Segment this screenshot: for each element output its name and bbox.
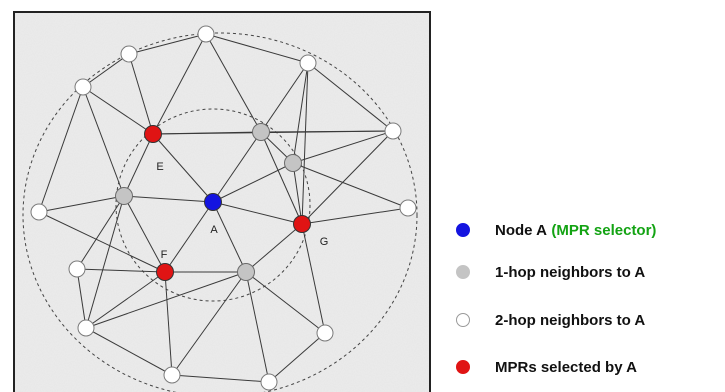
white-dot-icon (456, 313, 470, 327)
edge-t1-t2 (128, 33, 207, 55)
node-label-e: E (156, 161, 163, 173)
edge-e-h1 (123, 133, 154, 197)
edge-h1-t9 (85, 195, 125, 329)
node-t5 (384, 122, 402, 140)
edge-f-h1 (123, 195, 166, 273)
edge-g-t12 (301, 223, 326, 334)
edge-h4-t9 (85, 271, 247, 329)
edge-a-h1 (123, 195, 214, 203)
node-h1 (115, 187, 133, 205)
edge-t9-t10 (85, 327, 173, 376)
legend-item-one-hop: 1-hop neighbors to A (456, 260, 645, 284)
edge-t4-t5 (307, 62, 394, 132)
node-h3 (284, 154, 302, 172)
node-t11 (260, 373, 278, 391)
node-t2 (120, 45, 138, 63)
panel-texture (15, 13, 429, 392)
edge-e-t1 (152, 33, 207, 135)
edge-g-h3 (292, 162, 303, 225)
node-label-g: G (320, 236, 329, 248)
legend-item-node-a: Node A (MPR selector) (456, 218, 656, 242)
edge-a-h4 (212, 201, 247, 273)
blue-dot-icon (456, 223, 470, 237)
legend-item-two-hop: 2-hop neighbors to A (456, 308, 645, 332)
nodes-layer (30, 25, 417, 391)
labels-layer: E A F G (156, 161, 328, 261)
edge-a-g (212, 201, 303, 225)
edge-g-t4 (301, 62, 309, 225)
edge-h3-t5 (292, 130, 394, 164)
edge-g-h2 (260, 131, 303, 225)
edge-g-t6 (301, 207, 409, 225)
edge-a-h3 (212, 162, 294, 203)
edge-f-t9 (85, 271, 166, 329)
edge-h1-t3 (82, 86, 125, 197)
red-dot-icon (456, 360, 470, 374)
edge-t1-t4 (205, 33, 309, 64)
node-t12 (316, 324, 334, 342)
edge-f-t7 (38, 211, 166, 273)
node-t8 (68, 260, 86, 278)
one-hop-boundary (115, 108, 311, 302)
edge-h3-t4 (292, 62, 309, 164)
node-label-a: A (210, 224, 218, 236)
edge-e-t2 (128, 53, 154, 135)
edge-a-f (164, 201, 214, 273)
network-diagram: E A F G (13, 11, 431, 392)
edge-t11-t12 (268, 332, 326, 383)
edge-g-h4 (245, 223, 303, 273)
node-t7 (30, 203, 48, 221)
edge-a-h2 (212, 131, 262, 203)
node-a (204, 193, 222, 211)
edge-h2-t5 (260, 130, 394, 133)
node-t4 (299, 54, 317, 72)
edge-t10-h4 (171, 271, 247, 376)
legend-label: 1-hop neighbors to A (495, 263, 646, 281)
node-h4 (237, 263, 255, 281)
edge-h1-t7 (38, 195, 125, 213)
edge-a-e (152, 133, 214, 203)
edge-t2-t3 (82, 53, 130, 88)
legend-label: MPRs selected by A (495, 358, 637, 376)
node-t6 (399, 199, 417, 217)
two-hop-boundary (22, 32, 418, 392)
edge-h4-t11 (245, 271, 270, 383)
node-e (144, 125, 162, 143)
node-t9 (77, 319, 95, 337)
node-t1 (197, 25, 215, 43)
legend-label: Node A (495, 221, 547, 239)
edge-f-t10 (164, 271, 173, 376)
node-t3 (74, 78, 92, 96)
node-label-f: F (161, 249, 168, 261)
edge-h2-t4 (260, 62, 309, 133)
legend-label-suffix: (MPR selector) (551, 221, 657, 239)
node-g (293, 215, 311, 233)
edge-t10-t11 (171, 374, 270, 383)
node-f (156, 263, 174, 281)
edge-h2-t1 (205, 33, 262, 133)
legend-label: 2-hop neighbors to A (495, 311, 646, 329)
edge-g-t5 (301, 130, 394, 225)
edge-t8-t9 (76, 268, 87, 329)
edge-e-t3 (82, 86, 154, 135)
legend-item-mpr: MPRs selected by A (456, 355, 637, 379)
edge-h1-t8 (76, 195, 125, 270)
edge-f-t8 (76, 268, 166, 273)
gray-dot-icon (456, 265, 470, 279)
node-h2 (252, 123, 270, 141)
edge-t3-t7 (38, 86, 84, 213)
node-t10 (163, 366, 181, 384)
edge-h3-t6 (292, 162, 409, 209)
edge-h4-t12 (245, 271, 326, 334)
